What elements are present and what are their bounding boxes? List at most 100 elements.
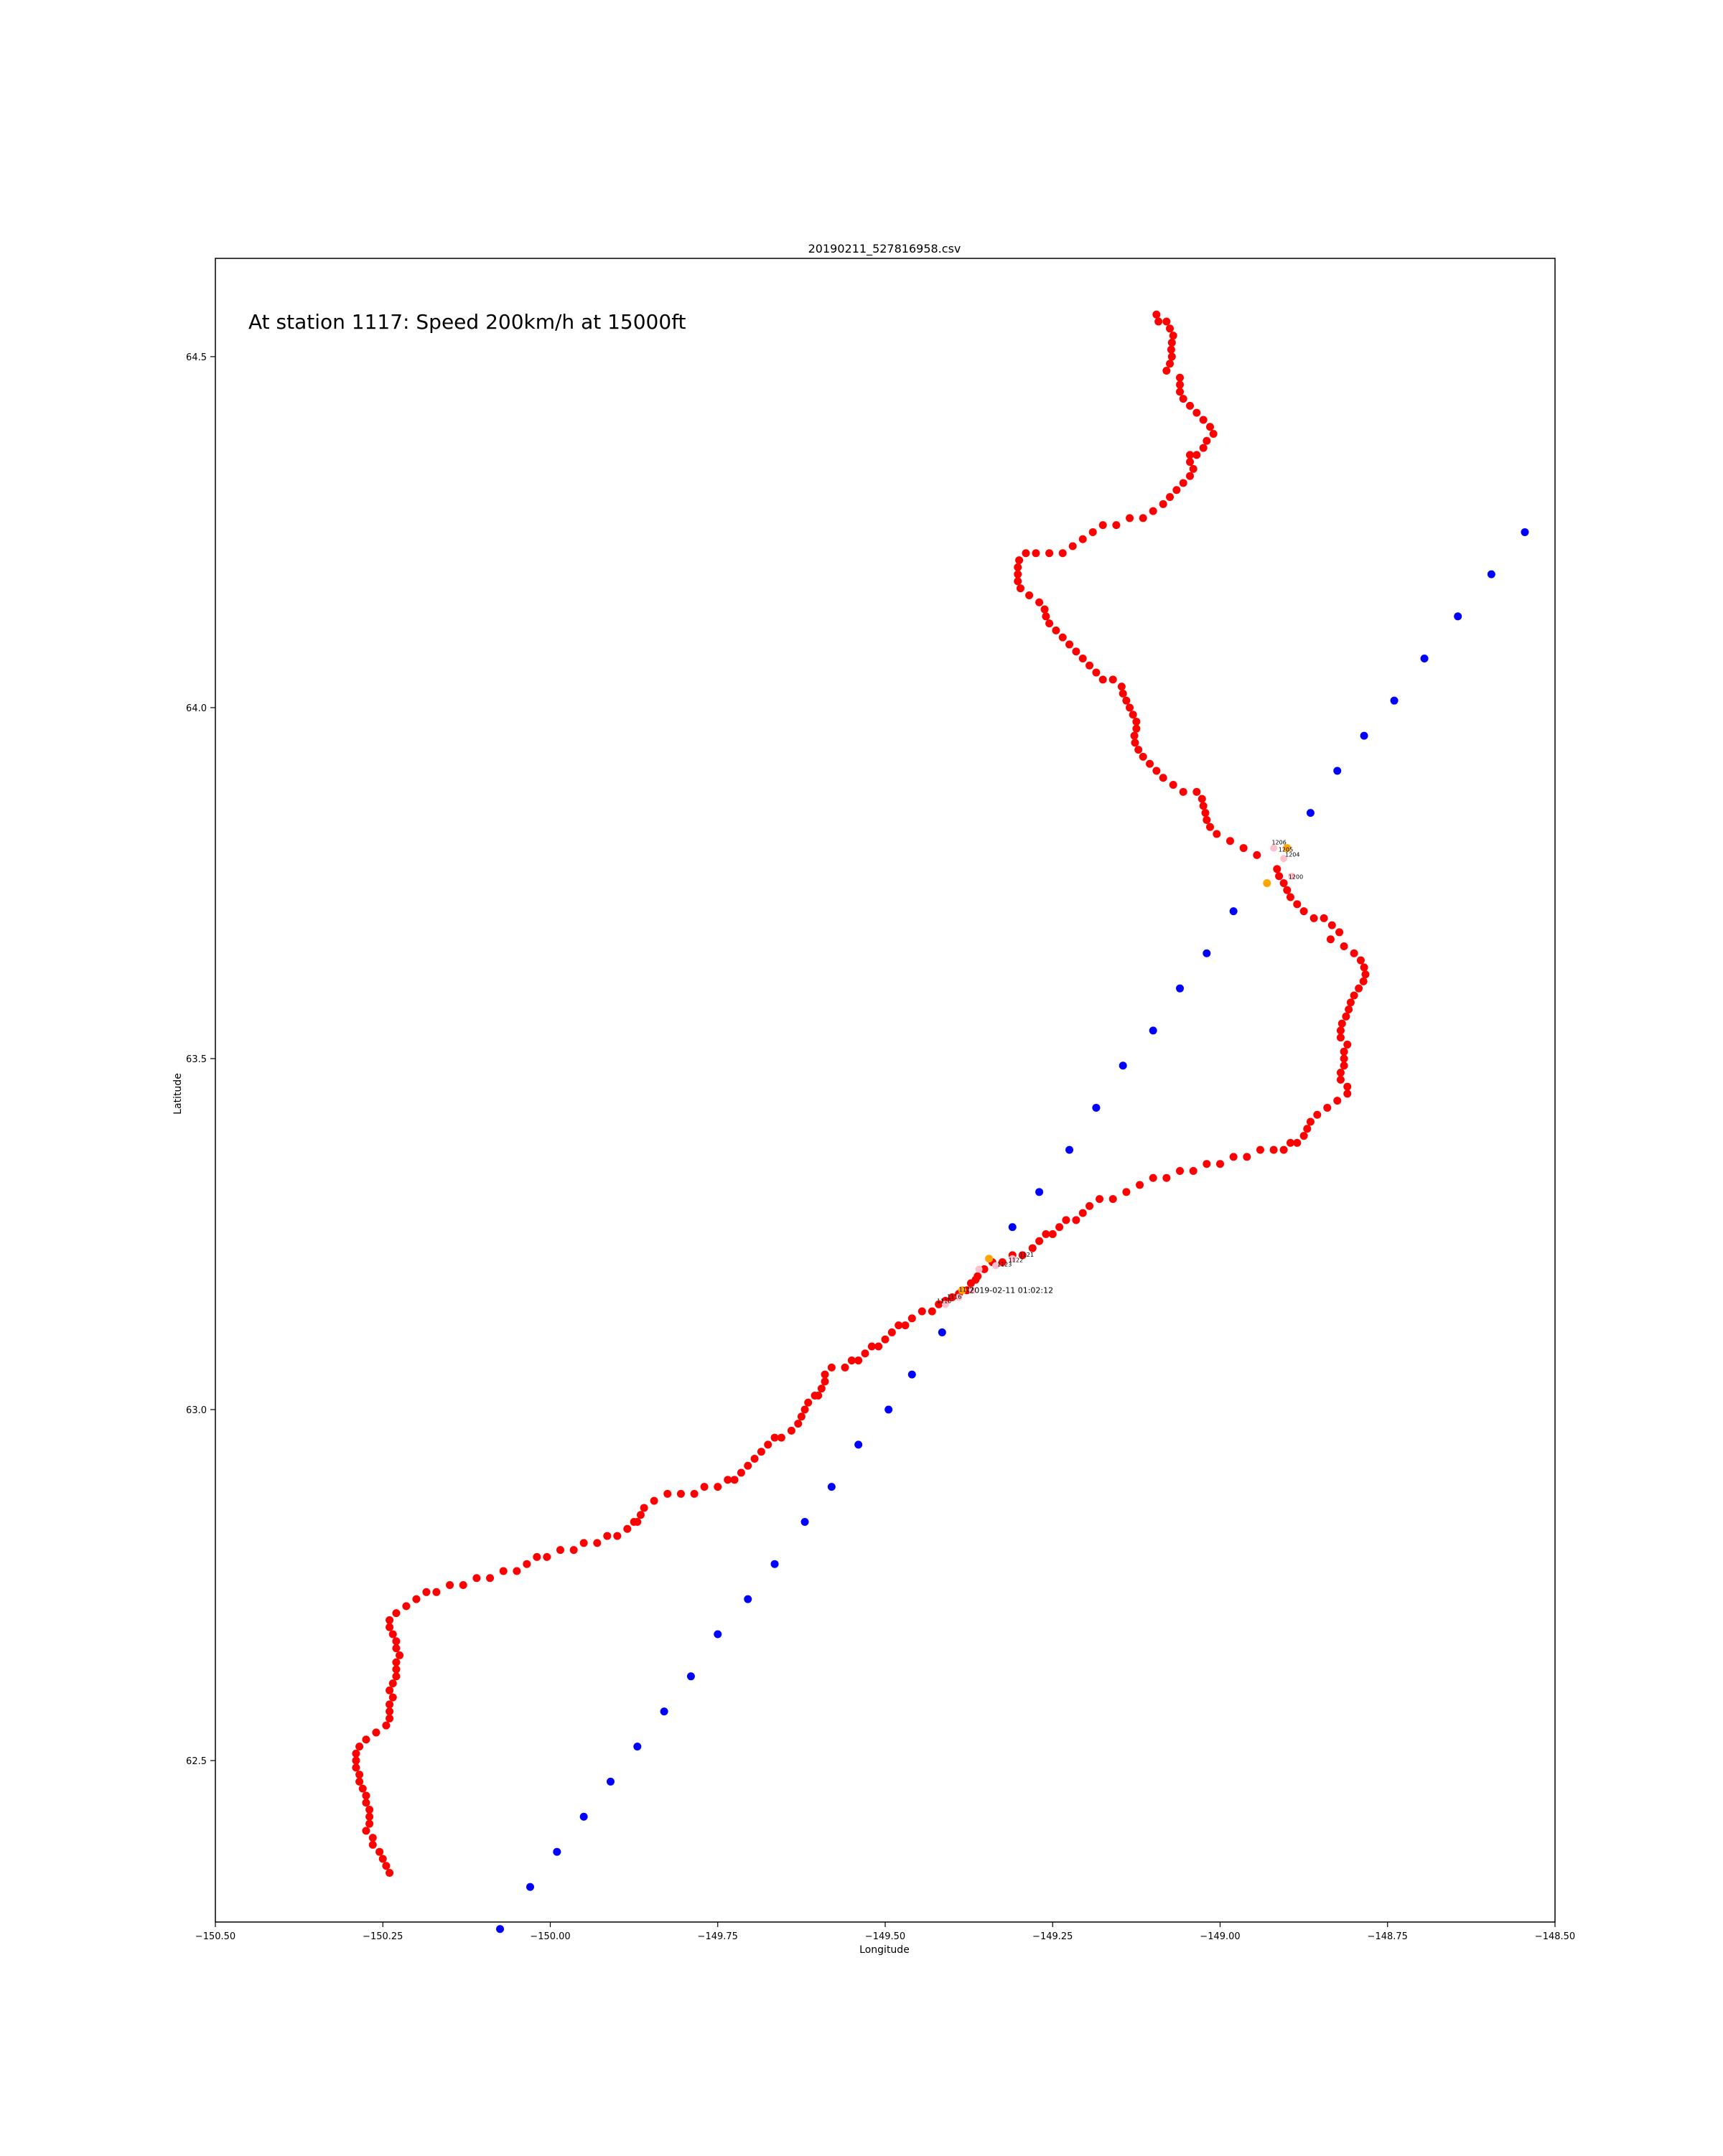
red-point	[1225, 837, 1234, 845]
pink-point	[1288, 872, 1296, 880]
orange-series	[958, 844, 1292, 1295]
y-tick-label: 63.0	[186, 1405, 207, 1416]
red-point	[1130, 731, 1139, 740]
blue-point	[553, 1847, 561, 1856]
red-point	[1199, 444, 1208, 452]
red-point	[1243, 1153, 1251, 1161]
red-point	[513, 1567, 521, 1575]
red-point	[1299, 907, 1308, 916]
red-point	[1058, 633, 1067, 642]
red-point	[1078, 1209, 1087, 1217]
red-point	[1022, 549, 1030, 558]
red-point	[1336, 1069, 1345, 1077]
pink-point	[991, 1262, 999, 1270]
red-point	[1336, 1034, 1345, 1042]
red-point	[1199, 802, 1208, 810]
red-point	[1216, 1160, 1224, 1168]
plot-area-frame	[215, 258, 1556, 1923]
red-point	[365, 1806, 374, 1814]
red-point	[1337, 1019, 1346, 1028]
red-point	[1179, 787, 1187, 796]
red-point	[1176, 380, 1185, 389]
red-point	[1045, 619, 1054, 628]
red-point	[1166, 360, 1175, 368]
orange-point	[1263, 878, 1271, 887]
red-point	[1201, 809, 1210, 817]
red-point	[1336, 1075, 1345, 1084]
red-point	[811, 1391, 819, 1400]
red-point	[593, 1539, 602, 1547]
red-point	[907, 1314, 916, 1323]
red-point	[1340, 942, 1348, 950]
red-point	[827, 1363, 836, 1372]
pink-point	[955, 1293, 963, 1301]
red-point	[362, 1827, 370, 1835]
pink-point	[968, 1286, 976, 1294]
red-point	[1345, 1006, 1353, 1014]
blue-point	[800, 1518, 809, 1527]
red-point	[1286, 1138, 1294, 1147]
red-point	[388, 1630, 397, 1639]
red-point	[1356, 956, 1365, 965]
red-point	[1028, 1244, 1037, 1252]
red-point	[928, 1307, 936, 1316]
red-point	[388, 1693, 397, 1702]
x-tick-label: −149.75	[698, 1931, 738, 1942]
red-point	[1343, 1082, 1352, 1091]
red-point	[730, 1476, 739, 1484]
red-point	[874, 1342, 883, 1351]
red-point	[1162, 366, 1171, 375]
red-point	[378, 1855, 387, 1863]
red-point	[1213, 830, 1221, 838]
red-point	[1126, 514, 1134, 522]
red-point	[917, 1307, 926, 1316]
blue-point	[526, 1883, 535, 1891]
red-point	[352, 1756, 360, 1765]
red-point	[797, 1412, 806, 1421]
red-point	[365, 1812, 374, 1821]
red-point	[1279, 878, 1288, 887]
red-point	[382, 1862, 391, 1870]
blue-point	[884, 1405, 893, 1414]
red-point	[676, 1489, 685, 1498]
red-point	[386, 1869, 394, 1878]
red-point	[1085, 1201, 1094, 1210]
blue-point	[714, 1630, 722, 1639]
red-point	[1014, 577, 1022, 586]
red-point	[1320, 914, 1328, 922]
red-point	[1112, 521, 1121, 530]
red-point	[459, 1581, 467, 1590]
red-point	[1167, 338, 1176, 347]
red-point	[352, 1763, 360, 1772]
red-point	[1273, 865, 1281, 873]
blue-point	[1008, 1223, 1017, 1232]
red-point	[948, 1293, 956, 1302]
red-point	[1122, 1188, 1131, 1196]
pink-point	[975, 1265, 983, 1273]
red-point	[1032, 549, 1040, 558]
red-point	[1186, 472, 1195, 480]
red-point	[1192, 408, 1201, 417]
red-point	[861, 1349, 869, 1358]
red-point	[804, 1398, 813, 1407]
red-point	[1062, 1216, 1070, 1224]
red-point	[1048, 1230, 1057, 1239]
red-point	[1343, 1040, 1352, 1049]
red-point	[1018, 1251, 1027, 1260]
red-point	[432, 1588, 441, 1596]
blue-point	[1176, 984, 1185, 993]
red-point	[787, 1426, 795, 1435]
red-point	[690, 1489, 699, 1498]
red-point	[1342, 1012, 1350, 1021]
red-point	[1152, 310, 1161, 319]
red-point	[1203, 1160, 1211, 1168]
red-point	[1025, 591, 1034, 599]
red-point	[1052, 626, 1060, 634]
red-point	[613, 1532, 622, 1540]
blue-point	[1390, 696, 1399, 705]
red-point	[1131, 739, 1139, 747]
red-point	[881, 1335, 889, 1344]
red-point	[1327, 921, 1336, 929]
red-point	[1085, 661, 1094, 670]
red-point	[724, 1476, 732, 1484]
